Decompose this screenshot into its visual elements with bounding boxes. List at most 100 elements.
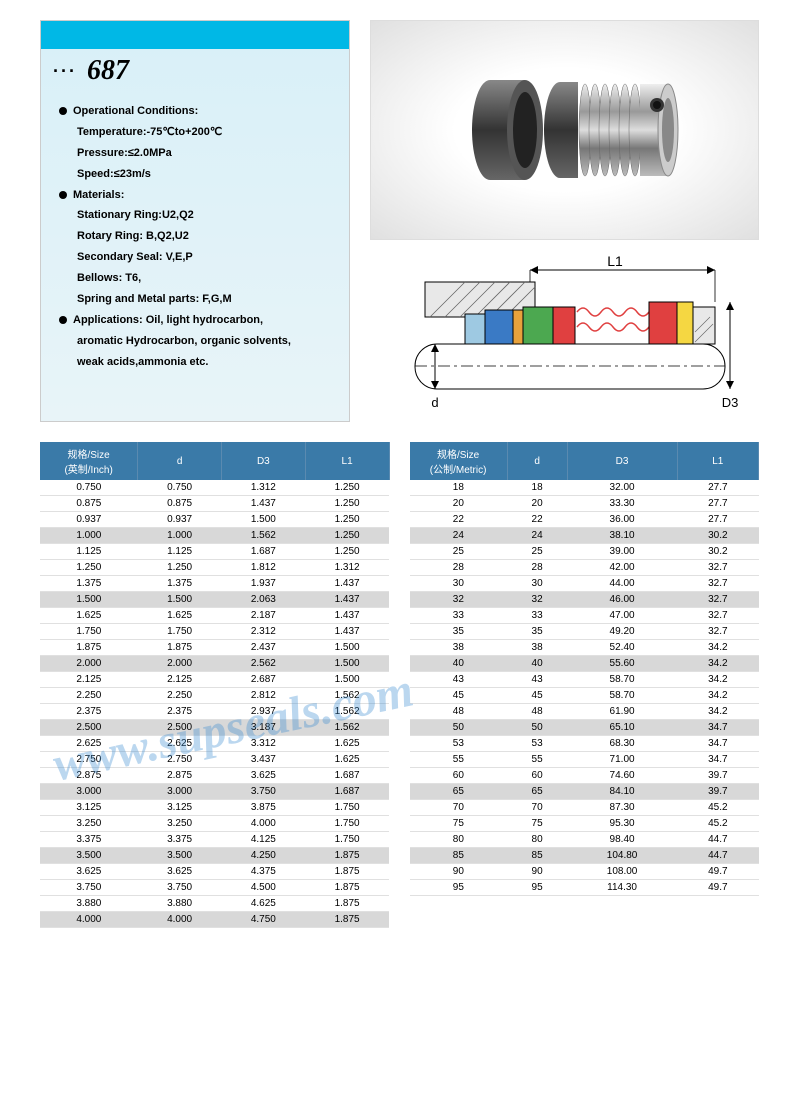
table-row: 2.7502.7503.4371.625 xyxy=(40,752,389,768)
table-row: 242438.1030.2 xyxy=(410,528,759,544)
table-cell: 2.250 xyxy=(138,688,222,704)
table-cell: 1.562 xyxy=(305,704,389,720)
table-cell: 1.750 xyxy=(305,800,389,816)
table-cell: 1.125 xyxy=(138,544,222,560)
table-row: 9595114.3049.7 xyxy=(410,880,759,896)
table-cell: 2.750 xyxy=(40,752,138,768)
table-cell: 45 xyxy=(507,688,567,704)
table-cell: 1.875 xyxy=(305,864,389,880)
table-cell: 1.875 xyxy=(305,896,389,912)
table-cell: 50 xyxy=(410,720,508,736)
th-L1: L1 xyxy=(677,442,758,480)
table-cell: 34.2 xyxy=(677,688,758,704)
table-cell: 1.250 xyxy=(305,496,389,512)
table-row: 303044.0032.7 xyxy=(410,576,759,592)
table-cell: 3.375 xyxy=(40,832,138,848)
table-row: 484861.9034.2 xyxy=(410,704,759,720)
table-cell: 50 xyxy=(507,720,567,736)
table-cell: 2.187 xyxy=(221,608,305,624)
table-cell: 1.250 xyxy=(138,560,222,576)
spec-speed: Speed:≤23m/s xyxy=(77,164,331,185)
table-cell: 2.875 xyxy=(138,768,222,784)
spec-temp: Temperature:-75℃to+200℃ xyxy=(77,122,331,143)
table-cell: 32.7 xyxy=(677,624,758,640)
table-cell: 70 xyxy=(410,800,508,816)
table-row: 1.7501.7502.3121.437 xyxy=(40,624,389,640)
table-row: 454558.7034.2 xyxy=(410,688,759,704)
table-cell: 1.875 xyxy=(138,640,222,656)
table-cell: 2.937 xyxy=(221,704,305,720)
table-cell: 1.562 xyxy=(221,528,305,544)
table-cell: 32.7 xyxy=(677,576,758,592)
table-metric-wrapper: 规格/Size (公制/Metric) d D3 L1 181832.0027.… xyxy=(410,442,760,928)
table-cell: 4.750 xyxy=(221,912,305,928)
table-cell: 1.937 xyxy=(221,576,305,592)
table-cell: 40 xyxy=(410,656,508,672)
table-cell: 4.625 xyxy=(221,896,305,912)
table-cell: 90 xyxy=(410,864,508,880)
spec-stationary: Stationary Ring:U2,Q2 xyxy=(77,205,331,226)
table-cell: 2.750 xyxy=(138,752,222,768)
table-cell: 27.7 xyxy=(677,496,758,512)
table-row: 222236.0027.7 xyxy=(410,512,759,528)
table-cell: 33 xyxy=(507,608,567,624)
table-cell: 1.250 xyxy=(305,528,389,544)
table-cell: 32 xyxy=(507,592,567,608)
table-cell: 4.000 xyxy=(138,912,222,928)
table-cell: 2.375 xyxy=(138,704,222,720)
table-cell: 49.7 xyxy=(677,864,758,880)
table-row: 1.6251.6252.1871.437 xyxy=(40,608,389,624)
table-cell: 1.500 xyxy=(305,656,389,672)
table-cell: 55 xyxy=(410,752,508,768)
spec-secondary: Secondary Seal: V,E,P xyxy=(77,247,331,268)
table-cell: 80 xyxy=(410,832,508,848)
table-cell: 3.750 xyxy=(40,880,138,896)
table-cell: 65 xyxy=(507,784,567,800)
table-cell: 1.625 xyxy=(305,736,389,752)
table-cell: 45 xyxy=(410,688,508,704)
table-cell: 95.30 xyxy=(567,816,677,832)
seal-illustration xyxy=(435,50,695,210)
table-cell: 58.70 xyxy=(567,688,677,704)
table-cell: 27.7 xyxy=(677,512,758,528)
table-cell: 1.750 xyxy=(305,816,389,832)
dim-D3: D3 xyxy=(721,395,738,410)
table-row: 9090108.0049.7 xyxy=(410,864,759,880)
table-cell: 30.2 xyxy=(677,528,758,544)
th-D3: D3 xyxy=(567,442,677,480)
table-cell: 32 xyxy=(410,592,508,608)
table-cell: 1.375 xyxy=(40,576,138,592)
table-cell: 1.500 xyxy=(305,672,389,688)
table-cell: 1.562 xyxy=(305,720,389,736)
table-cell: 34.7 xyxy=(677,736,758,752)
table-row: 606074.6039.7 xyxy=(410,768,759,784)
table-cell: 3.625 xyxy=(221,768,305,784)
table-row: 2.8752.8753.6251.687 xyxy=(40,768,389,784)
table-cell: 30 xyxy=(410,576,508,592)
table-cell: 1.250 xyxy=(40,560,138,576)
table-row: 383852.4034.2 xyxy=(410,640,759,656)
table-cell: 104.80 xyxy=(567,848,677,864)
table-cell: 38 xyxy=(507,640,567,656)
table-row: 707087.3045.2 xyxy=(410,800,759,816)
table-cell: 27.7 xyxy=(677,480,758,496)
table-cell: 2.812 xyxy=(221,688,305,704)
table-row: 4.0004.0004.7501.875 xyxy=(40,912,389,928)
table-row: 3.8803.8804.6251.875 xyxy=(40,896,389,912)
size-table-metric: 规格/Size (公制/Metric) d D3 L1 181832.0027.… xyxy=(410,442,760,896)
table-row: 202033.3027.7 xyxy=(410,496,759,512)
table-cell: 0.750 xyxy=(138,480,222,496)
table-cell: 47.00 xyxy=(567,608,677,624)
table-cell: 3.000 xyxy=(40,784,138,800)
table-cell: 38 xyxy=(410,640,508,656)
table-cell: 46.00 xyxy=(567,592,677,608)
table-row: 535368.3034.7 xyxy=(410,736,759,752)
th-D3: D3 xyxy=(221,442,305,480)
table-cell: 1.812 xyxy=(221,560,305,576)
table-row: 808098.4044.7 xyxy=(410,832,759,848)
table-row: 3.0003.0003.7501.687 xyxy=(40,784,389,800)
spec-spring: Spring and Metal parts: F,G,M xyxy=(77,289,331,310)
table-row: 1.1251.1251.6871.250 xyxy=(40,544,389,560)
table-cell: 2.312 xyxy=(221,624,305,640)
table-row: 505065.1034.7 xyxy=(410,720,759,736)
